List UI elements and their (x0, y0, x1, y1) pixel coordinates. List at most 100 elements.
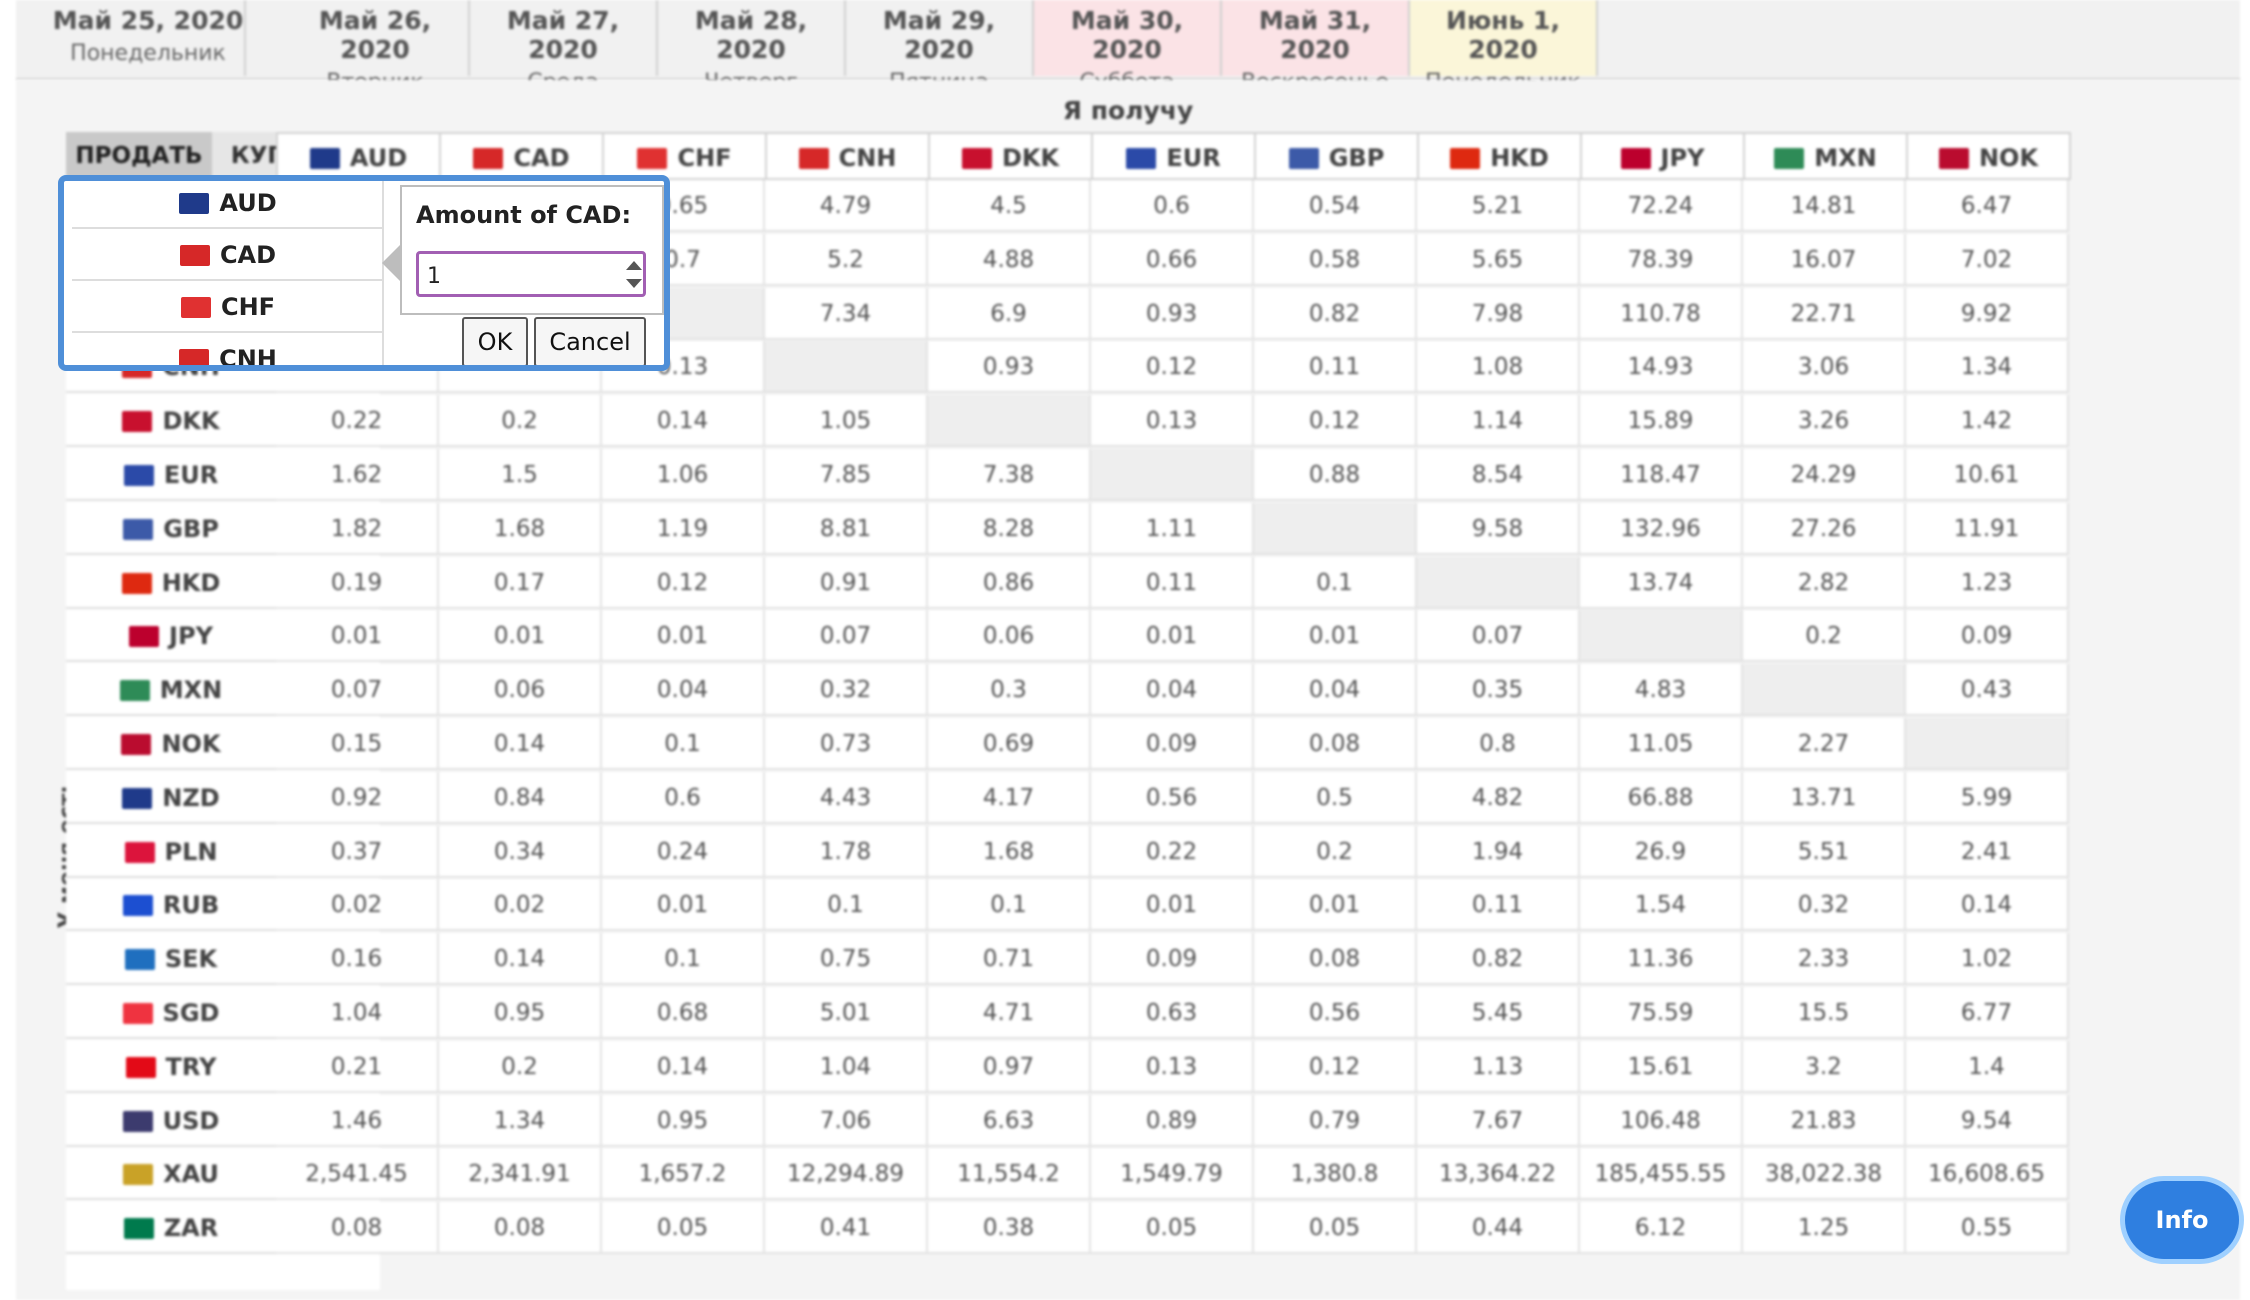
rate-cell[interactable]: 16.07 (1743, 233, 1906, 286)
rate-cell[interactable]: 0.12 (1254, 1040, 1417, 1093)
column-header-eur[interactable]: EUR (1091, 132, 1256, 180)
rate-cell[interactable]: 7.67 (1417, 1094, 1580, 1147)
rate-cell[interactable]: 0.91 (765, 556, 928, 609)
rate-cell[interactable]: 106.48 (1580, 1094, 1743, 1147)
rate-cell[interactable]: 0.11 (1091, 556, 1254, 609)
rate-cell[interactable]: 0.75 (765, 933, 928, 986)
rate-cell[interactable]: 15.61 (1580, 1040, 1743, 1093)
rate-cell[interactable]: 4.83 (1580, 664, 1743, 717)
rate-cell[interactable]: 0.84 (439, 771, 602, 824)
rate-cell[interactable]: 1.82 (276, 502, 439, 555)
rate-cell[interactable]: 0.95 (602, 1094, 765, 1147)
rate-cell[interactable]: 0.09 (1091, 933, 1254, 986)
rate-cell[interactable]: 0.82 (1417, 933, 1580, 986)
rate-cell[interactable]: 4.43 (765, 771, 928, 824)
rate-cell[interactable]: 0.2 (1254, 825, 1417, 878)
rate-cell[interactable]: 1.4 (1906, 1040, 2069, 1093)
rate-cell[interactable]: 1.34 (439, 1094, 602, 1147)
rate-cell[interactable]: 2.82 (1743, 556, 1906, 609)
rate-cell[interactable]: 5.65 (1417, 233, 1580, 286)
rate-cell[interactable]: 0.01 (439, 610, 602, 663)
rate-cell[interactable]: 4.88 (928, 233, 1091, 286)
rate-cell[interactable]: 1.46 (276, 1094, 439, 1147)
rate-cell[interactable]: 8.54 (1417, 449, 1580, 501)
rate-cell[interactable]: 3.2 (1743, 1040, 1906, 1093)
rate-cell[interactable]: 0.21 (276, 1040, 439, 1093)
rate-cell[interactable]: 24.29 (1743, 449, 1906, 501)
rate-cell[interactable]: 1.11 (1091, 502, 1254, 555)
rate-cell[interactable]: 0.09 (1906, 610, 2069, 663)
row-header-nok[interactable]: NOK (66, 718, 276, 770)
rate-cell[interactable]: 1.04 (765, 1040, 928, 1093)
rate-cell[interactable]: 0.09 (1091, 718, 1254, 770)
dialog-row-chf[interactable]: CHF (72, 281, 384, 333)
rate-cell[interactable]: 1.06 (602, 449, 765, 501)
date-column-2[interactable]: Май 27, 2020Среда (470, 0, 658, 95)
rate-cell[interactable]: 0.43 (1906, 664, 2069, 717)
rate-cell[interactable]: 0.01 (276, 610, 439, 663)
row-header-gbp[interactable]: GBP (66, 502, 276, 555)
rate-cell[interactable]: 0.1 (602, 933, 765, 986)
rate-cell[interactable]: 1.68 (928, 825, 1091, 878)
rate-cell[interactable]: 0.07 (1417, 610, 1580, 663)
rate-cell[interactable]: 0.12 (1254, 395, 1417, 448)
amount-input[interactable] (416, 251, 646, 297)
rate-cell[interactable]: 0.41 (765, 1202, 928, 1255)
row-header-eur[interactable]: EUR (66, 449, 276, 501)
rate-cell[interactable]: 0.8 (1417, 718, 1580, 770)
rate-cell[interactable]: 6.9 (928, 287, 1091, 340)
rate-cell[interactable]: 21.83 (1743, 1094, 1906, 1147)
rate-cell[interactable]: 0.01 (602, 879, 765, 932)
rate-cell[interactable]: 22.71 (1743, 287, 1906, 340)
rate-cell[interactable]: 5.01 (765, 987, 928, 1039)
stepper-down-icon[interactable] (626, 279, 642, 288)
rate-cell[interactable] (1906, 718, 2069, 770)
rate-cell[interactable]: 0.17 (439, 556, 602, 609)
row-header-dkk[interactable]: DKK (66, 395, 276, 448)
rate-cell[interactable]: 5.99 (1906, 771, 2069, 824)
rate-cell[interactable]: 1.42 (1906, 395, 2069, 448)
rate-cell[interactable]: 118.47 (1580, 449, 1743, 501)
rate-cell[interactable]: 1.68 (439, 502, 602, 555)
rate-cell[interactable]: 7.06 (765, 1094, 928, 1147)
rate-cell[interactable]: 0.01 (1091, 610, 1254, 663)
column-header-cnh[interactable]: CNH (765, 132, 930, 180)
column-header-hkd[interactable]: HKD (1417, 132, 1582, 180)
rate-cell[interactable]: 5.45 (1417, 987, 1580, 1039)
rate-cell[interactable]: 1.13 (1417, 1040, 1580, 1093)
rate-cell[interactable]: 0.34 (439, 825, 602, 878)
rate-cell[interactable]: 12,294.89 (765, 1148, 928, 1201)
row-header-mxn[interactable]: MXN (66, 664, 276, 717)
rate-cell[interactable]: 0.79 (1254, 1094, 1417, 1147)
rate-cell[interactable]: 10.61 (1906, 449, 2069, 501)
rate-cell[interactable]: 0.11 (1417, 879, 1580, 932)
column-header-cad[interactable]: CAD (439, 132, 604, 180)
rate-cell[interactable]: 0.04 (1091, 664, 1254, 717)
rate-cell[interactable]: 7.02 (1906, 233, 2069, 286)
rate-cell[interactable]: 16,608.65 (1906, 1148, 2069, 1201)
column-header-jpy[interactable]: JPY (1580, 132, 1745, 180)
rate-cell[interactable]: 1.34 (1906, 341, 2069, 394)
rate-cell[interactable]: 0.11 (1254, 341, 1417, 394)
rate-cell[interactable] (928, 395, 1091, 448)
column-header-aud[interactable]: AUD (276, 132, 441, 180)
rate-cell[interactable]: 8.28 (928, 502, 1091, 555)
rate-cell[interactable]: 1.04 (276, 987, 439, 1039)
dialog-row-cad[interactable]: CAD (72, 229, 384, 281)
rate-cell[interactable]: 0.14 (439, 718, 602, 770)
rate-cell[interactable]: 0.6 (602, 771, 765, 824)
rate-cell[interactable]: 7.85 (765, 449, 928, 501)
rate-cell[interactable]: 1.25 (1743, 1202, 1906, 1255)
rate-cell[interactable]: 0.02 (276, 879, 439, 932)
rate-cell[interactable]: 0.54 (1254, 180, 1417, 232)
rate-cell[interactable]: 4.71 (928, 987, 1091, 1039)
rate-cell[interactable]: 0.16 (276, 933, 439, 986)
rate-cell[interactable] (765, 341, 928, 394)
rate-cell[interactable]: 0.93 (928, 341, 1091, 394)
rate-cell[interactable]: 13,364.22 (1417, 1148, 1580, 1201)
rate-cell[interactable]: 1.02 (1906, 933, 2069, 986)
rate-cell[interactable]: 0.56 (1091, 771, 1254, 824)
rate-cell[interactable]: 0.06 (439, 664, 602, 717)
date-column-0[interactable]: Май 25, 2020 Понедельник (52, 0, 246, 76)
